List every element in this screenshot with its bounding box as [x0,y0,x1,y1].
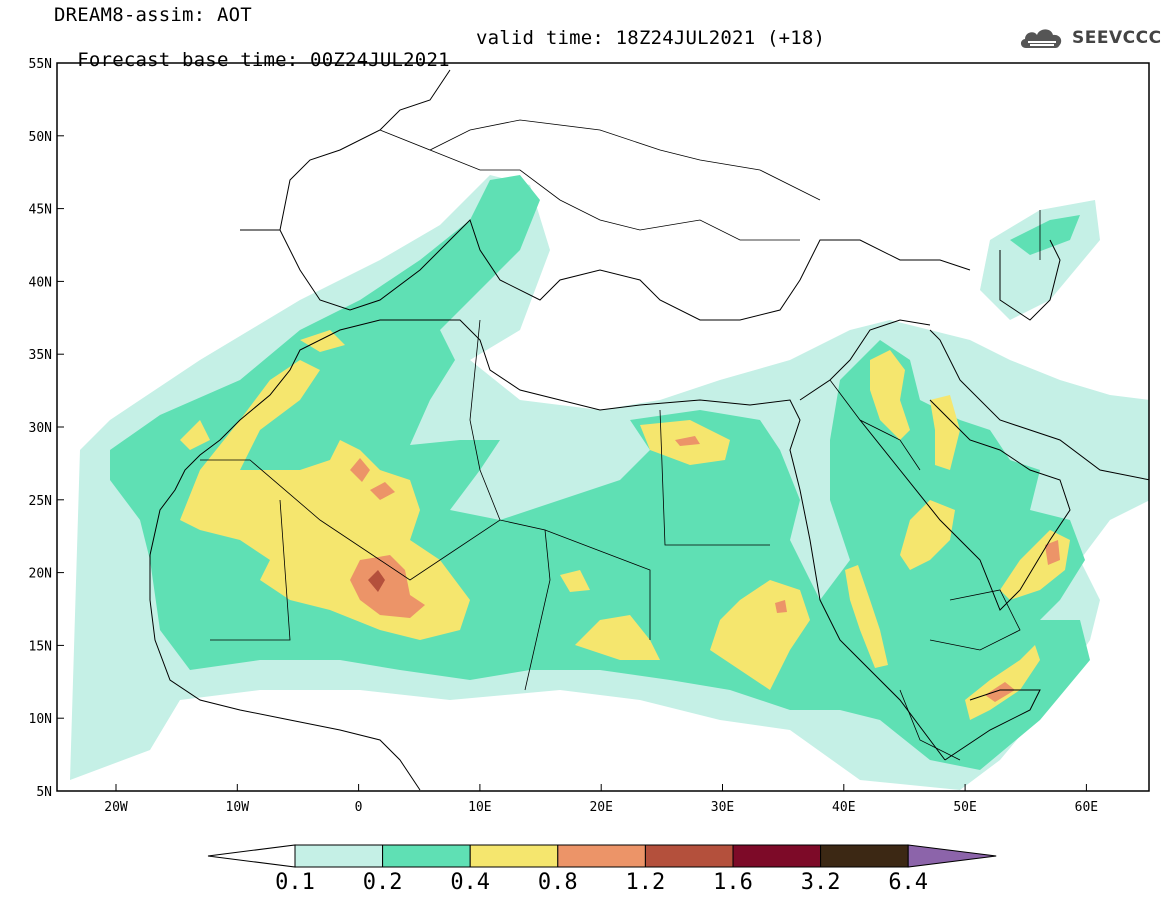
colorbar-swatch [644,844,734,868]
longitude-axis: 20W 10W 0 10E 20E 30E 40E 50E 60E [104,784,1098,815]
aot-band-0.8 [350,555,425,618]
lat-label: 25N [29,494,52,509]
aot-band-0.2 [110,175,1090,770]
aot-band-0.4g [560,570,590,592]
lon-label: 40E [832,800,855,815]
aot-band-0.4f [575,615,660,660]
aot-band-0.4b [180,420,210,450]
aot-field [70,175,1149,790]
latitude-axis: 55N 50N 45N 40N 35N 30N 25N 20N 15N 10N 5N [29,57,64,800]
lat-label: 50N [29,130,52,145]
lon-label: 10E [468,800,491,815]
lon-label: 0 [355,800,363,815]
model-title: DREAM8-assim: AOT [54,4,252,26]
lon-label: 50E [953,800,976,815]
forecast-times: Forecast base time: 00Z24JUL2021 valid t… [54,27,825,93]
aot-band-0.8c [370,482,395,500]
aot-band-0.4j [900,500,955,570]
lat-label: 15N [29,639,52,654]
colorbar-swatch [294,844,384,868]
colorbar-label: 1.6 [713,870,753,895]
aot-band-0.8e [1045,540,1060,565]
colorbar-label: 0.4 [450,870,491,895]
lat-label: 5N [36,785,52,800]
colorbar-swatch [469,844,559,868]
lat-label: 55N [29,57,52,72]
colorbar-swatch [382,844,471,868]
colorbar-label: 0.2 [362,870,403,895]
aot-band-0.8g [775,600,787,613]
aot-band-0.4l [965,645,1040,720]
aot-band-0.4c [300,330,345,352]
lon-label: 20W [104,800,128,815]
aot-band-0.4m [845,565,888,668]
aot-band-0.8d [675,436,700,446]
borders [200,119,1041,761]
lon-label: 60E [1075,800,1098,815]
colorbar-label: 0.8 [537,870,578,895]
aot-band-1.2 [368,570,385,592]
lon-label: 30E [711,800,734,815]
lon-label: 20E [589,800,612,815]
aot-band-0.2b [1010,215,1080,255]
colorbar-swatch [820,844,909,868]
lon-label: 10W [226,800,250,815]
colorbar-swatch [732,844,822,868]
colorbar [207,844,997,868]
lat-label: 40N [29,275,52,290]
lat-label: 35N [29,348,52,363]
colorbar-over-triangle [907,844,997,868]
colorbar-swatch [557,844,646,868]
lat-label: 20N [29,567,52,582]
colorbar-label: 6.4 [888,870,929,895]
cloud-icon [1020,29,1062,48]
colorbar-label: 3.2 [800,870,841,895]
colorbar-label: 1.2 [625,870,666,895]
aot-band-0.8f [985,682,1015,702]
base-time: Forecast base time: 00Z24JUL2021 [77,49,450,71]
valid-time: valid time: 18Z24JUL2021 (+18) [476,27,826,49]
logo-text: SEEVCCC [1072,28,1162,48]
aot-band-0.4h [870,350,910,440]
colorbar-under-triangle [207,844,296,868]
colorbar-label: 0.1 [275,870,315,895]
lat-label: 45N [29,203,52,218]
lat-label: 30N [29,421,52,436]
lat-label: 10N [29,712,52,727]
aot-band-0.4i [930,395,960,470]
aot-band-0.8b [350,458,370,482]
seevccc-logo: SEEVCCC [1018,24,1162,52]
coastlines [149,69,1149,791]
